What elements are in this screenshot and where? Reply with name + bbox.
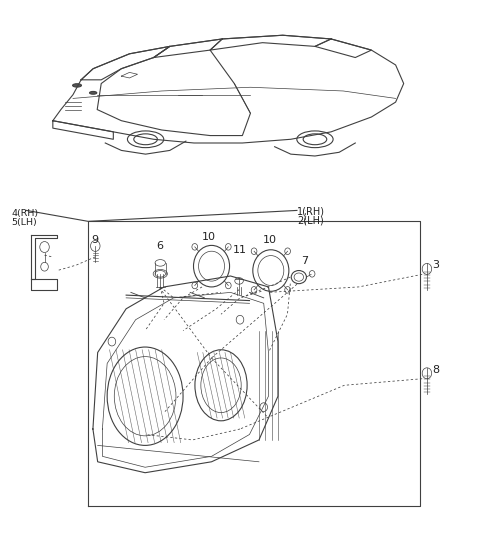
Text: 11: 11: [233, 245, 247, 255]
Text: 4(RH): 4(RH): [12, 209, 38, 217]
Text: 10: 10: [263, 236, 276, 246]
Text: 2(LH): 2(LH): [297, 215, 324, 225]
Ellipse shape: [72, 84, 82, 87]
Text: 5(LH): 5(LH): [12, 218, 37, 227]
Text: 1(RH): 1(RH): [297, 206, 325, 216]
Text: 8: 8: [432, 365, 439, 375]
Text: 9: 9: [92, 236, 99, 246]
Ellipse shape: [90, 92, 97, 94]
Text: 10: 10: [202, 232, 216, 242]
Text: 3: 3: [432, 260, 439, 270]
Text: 6: 6: [156, 241, 163, 251]
Text: 7: 7: [301, 256, 308, 266]
